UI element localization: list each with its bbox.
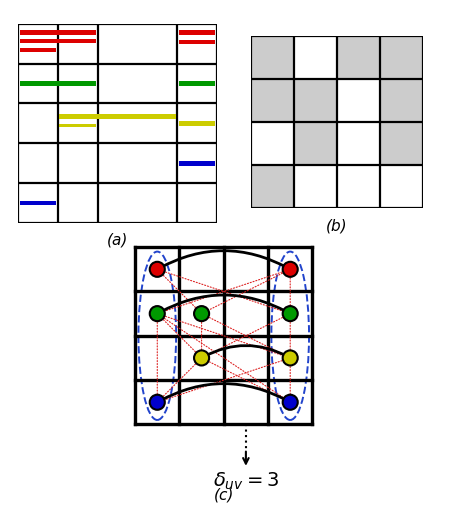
Bar <box>250 36 293 79</box>
Bar <box>293 79 336 122</box>
Bar <box>179 121 215 126</box>
Text: (b): (b) <box>325 218 347 234</box>
Bar <box>179 161 215 166</box>
Circle shape <box>149 395 165 410</box>
Bar <box>379 122 422 165</box>
Bar <box>179 30 215 35</box>
Bar <box>336 36 379 79</box>
Bar <box>250 165 293 208</box>
Bar <box>179 40 215 44</box>
Bar <box>20 81 96 86</box>
Circle shape <box>282 262 297 277</box>
Circle shape <box>193 351 209 365</box>
Bar <box>179 81 215 86</box>
Bar <box>20 48 56 51</box>
Bar <box>250 79 293 122</box>
Bar <box>20 200 56 205</box>
Text: (c): (c) <box>213 487 234 502</box>
Bar <box>60 123 96 127</box>
Circle shape <box>282 351 297 365</box>
Circle shape <box>193 306 209 321</box>
Bar <box>293 122 336 165</box>
Bar <box>20 39 96 43</box>
Text: $\delta_{uv}=3$: $\delta_{uv}=3$ <box>212 471 278 492</box>
Circle shape <box>282 395 297 410</box>
Text: (a): (a) <box>106 233 128 248</box>
Circle shape <box>282 306 297 321</box>
Bar <box>379 79 422 122</box>
Bar <box>60 114 175 119</box>
Bar <box>379 36 422 79</box>
Circle shape <box>149 306 165 321</box>
Bar <box>20 30 96 35</box>
Circle shape <box>149 262 165 277</box>
